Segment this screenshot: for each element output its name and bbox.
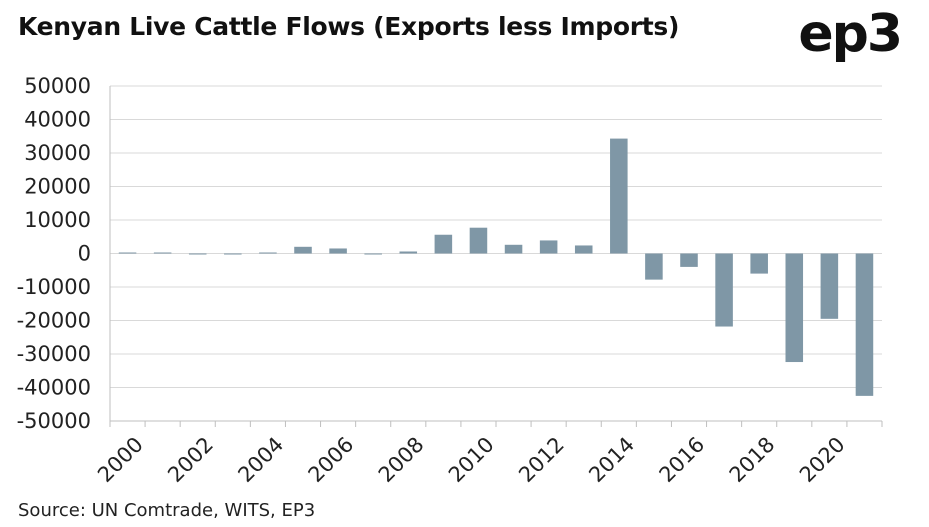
y-tick-label: -50000 [17, 409, 91, 433]
bar-2004 [259, 252, 277, 254]
x-tick-label: 2016 [655, 432, 710, 487]
x-tick-label: 2012 [514, 432, 569, 487]
bar-2010 [469, 227, 488, 254]
y-tick-label: 40000 [24, 108, 91, 132]
bar-2011 [504, 244, 523, 254]
bar-2020 [820, 253, 839, 319]
y-tick-label: 30000 [24, 141, 91, 165]
x-axis-ticks: 2000 2002 2004 2006 2008 2010 2012 2014 2016 2018… [93, 432, 850, 487]
bar-2019 [785, 253, 804, 363]
y-tick-label: -20000 [17, 309, 91, 333]
bar-2001 [153, 252, 172, 254]
x-tick-label: 2018 [725, 432, 780, 487]
bar-2017 [715, 253, 733, 327]
bar-2021 [855, 253, 874, 396]
bar-2015 [645, 253, 663, 280]
y-tick-label: -10000 [17, 275, 91, 299]
y-tick-label: -30000 [17, 342, 91, 366]
y-tick-label: 10000 [24, 208, 91, 232]
bar-2000 [118, 252, 137, 254]
bar-2007 [364, 253, 382, 255]
y-tick-label: 50000 [24, 74, 91, 98]
bar-2006 [329, 248, 347, 254]
x-tick-label: 2000 [93, 432, 148, 487]
bar-2014 [610, 138, 628, 254]
y-tick-label: 20000 [24, 175, 91, 199]
axes [109, 86, 883, 427]
x-tick-label: 2020 [795, 432, 850, 487]
bar-2003 [224, 253, 242, 255]
bar-2016 [680, 253, 698, 267]
y-tick-label: 0 [78, 242, 91, 266]
x-tick-label: 2014 [584, 432, 639, 487]
bar-2002 [188, 253, 207, 255]
bar-2013 [574, 245, 593, 254]
x-tick-label: 2010 [444, 432, 499, 487]
bar-2005 [294, 246, 312, 254]
bar-2009 [434, 234, 453, 254]
bar-2012 [539, 240, 558, 254]
bar-2018 [750, 253, 768, 274]
x-tick-label: 2002 [163, 432, 218, 487]
chart-title: Kenyan Live Cattle Flows (Exports less I… [18, 12, 680, 41]
ep3-logo: ep3 [798, 4, 903, 64]
source-note: Source: UN Comtrade, WITS, EP3 [18, 500, 316, 521]
y-axis-ticks: 50000 40000 30000 20000 10000 0 -10000 -20000 -3… [17, 74, 91, 433]
bars [118, 138, 874, 396]
y-tick-label: -40000 [17, 376, 91, 400]
x-tick-label: 2006 [304, 432, 359, 487]
bar-2008 [399, 251, 418, 254]
x-tick-label: 2004 [233, 432, 288, 487]
x-tick-label: 2008 [374, 432, 429, 487]
